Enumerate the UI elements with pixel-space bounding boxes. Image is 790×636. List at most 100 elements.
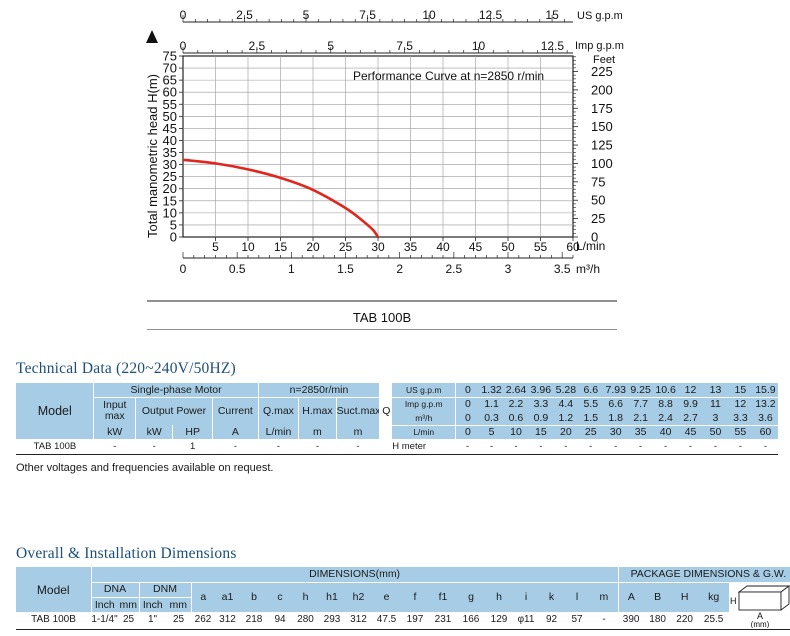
y2-tick-label: 200 xyxy=(591,82,613,97)
box-h-label: H xyxy=(730,596,737,606)
pkg-b: 180 xyxy=(644,612,672,629)
dim-col-f1: f1 xyxy=(429,582,457,612)
output-header: Output Power xyxy=(135,397,213,425)
dna-header: DNA xyxy=(91,582,140,598)
lmin-10: 50 xyxy=(702,425,728,439)
y-axis-arrow-icon xyxy=(146,30,158,43)
m3h-7: 2.1 xyxy=(628,411,654,426)
unit-qmax: L/min xyxy=(258,425,300,439)
technical-data-title: Technical Data (220~240V/50HZ) xyxy=(16,360,236,377)
lmin-4: 20 xyxy=(553,425,579,439)
x-lmin-tick-label: 20 xyxy=(306,240,320,254)
x-usgpm-tick-label: 0 xyxy=(180,8,187,22)
usgpm-6: 7.93 xyxy=(603,383,629,398)
impgpm-6: 6.6 xyxy=(603,397,629,411)
lmin-7: 35 xyxy=(628,425,654,439)
m3h-11: 3.3 xyxy=(727,411,753,426)
usgpm-9: 12 xyxy=(678,383,703,398)
dim-g: 166 xyxy=(457,612,485,629)
dims-model-cell: TAB 100B xyxy=(16,612,91,629)
box-a-label: A xyxy=(757,611,763,621)
usgpm-8: 10.6 xyxy=(653,383,679,398)
usgpm-1: 1.32 xyxy=(479,383,504,398)
x-usgpm-tick-label: 15 xyxy=(545,8,559,22)
y-tick-label: 70 xyxy=(163,61,177,76)
m3h-3: 0.9 xyxy=(528,411,554,426)
m3h-2: 0.6 xyxy=(503,411,529,426)
usgpm-3: 3.96 xyxy=(528,383,554,398)
y2-tick-label: 0 xyxy=(591,230,598,245)
dnm-mm-header: mm xyxy=(166,597,192,612)
lmin-12: 60 xyxy=(752,425,778,439)
dim-col-m: m xyxy=(590,582,619,612)
impgpm-10: 11 xyxy=(702,397,728,411)
dim-a1: 312 xyxy=(215,612,240,629)
q-label: Q xyxy=(379,397,393,425)
series-layer xyxy=(183,158,380,237)
impgpm-9: 9.9 xyxy=(678,397,703,411)
pkg-a: 390 xyxy=(618,612,645,629)
y-tick-label: 75 xyxy=(163,49,177,64)
usgpm-12: 15.9 xyxy=(752,383,778,398)
dims-model-header: Model xyxy=(16,567,92,612)
dim-h: 280 xyxy=(292,612,319,629)
x-lmin-tick-label: 45 xyxy=(469,240,483,254)
dim-m: - xyxy=(590,612,619,629)
head-10: - xyxy=(702,439,728,454)
dnm-mm-cell: 25 xyxy=(166,612,191,629)
impgpm-2: 2.2 xyxy=(503,397,529,411)
tech-model-header: Model xyxy=(16,383,95,439)
x-usgpm-tick-label: 12.5 xyxy=(479,8,503,22)
dim-b: 218 xyxy=(240,612,268,629)
head-11: - xyxy=(727,439,753,454)
unit-suct: m xyxy=(336,425,381,439)
x-impgpm-label: Imp g.p.m xyxy=(575,40,624,52)
box-unit-label: (mm) xyxy=(751,620,770,628)
qmax-cell: - xyxy=(258,439,299,454)
dim-l: 57 xyxy=(564,612,590,629)
qmax-header: Q.max xyxy=(258,397,300,425)
series-line-tab100b xyxy=(183,158,380,237)
output-hp-cell: 1 xyxy=(172,439,213,454)
y2-axis-label: Feet xyxy=(593,54,615,66)
tech-model-cell: TAB 100B xyxy=(16,439,94,454)
y-tick-label: 40 xyxy=(163,133,177,148)
x-impgpm-tick-label: 5 xyxy=(327,39,334,53)
x-m3h-tick-label: 3.5 xyxy=(554,262,571,276)
x-lmin-tick-label: 35 xyxy=(404,240,418,254)
y2-tick-label: 175 xyxy=(591,101,613,116)
hmax-cell: - xyxy=(298,439,337,454)
y-tick-label: 10 xyxy=(163,205,177,220)
suct-header: Suct.max xyxy=(336,397,381,425)
unit-output-kw: kW xyxy=(135,425,174,439)
y-axis-label: Total manometric head H(m) xyxy=(145,74,160,238)
package-header: PACKAGE DIMENSIONS & G.W. xyxy=(618,567,790,583)
head-7: - xyxy=(628,439,654,454)
y2-tick-label: 150 xyxy=(591,119,613,134)
h-meter-label: H meter xyxy=(392,439,456,454)
table-row: TAB 100B - - 1 - - - - H meter - - - - -… xyxy=(16,439,778,454)
y2-tick-label: 50 xyxy=(591,193,605,208)
x-usgpm-tick-label: 2.5 xyxy=(236,8,253,22)
x-m3h-tick-label: 0.5 xyxy=(229,262,246,276)
y-tick-label: 50 xyxy=(163,109,177,124)
chart-title: Performance Curve at n=2850 r/min xyxy=(353,69,544,83)
flow-label-impgpm: Imp g.p.m xyxy=(392,397,457,411)
x-m3h-tick-label: 3 xyxy=(505,262,512,276)
x-m3h-label: m³/h xyxy=(576,262,600,276)
dnm-inch-header: Inch xyxy=(139,597,166,612)
x-lmin-tick-label: 15 xyxy=(274,240,288,254)
head-6: - xyxy=(603,439,629,454)
y2-tick-label: 100 xyxy=(591,156,613,171)
motor-header: Single-phase Motor xyxy=(93,383,259,398)
x-lmin-tick-label: 30 xyxy=(371,240,385,254)
head-2: - xyxy=(503,439,529,454)
usgpm-4: 5.28 xyxy=(553,383,579,398)
head-0: - xyxy=(455,439,480,454)
x-m3h-tick-label: 1.5 xyxy=(337,262,354,276)
impgpm-7: 7.7 xyxy=(628,397,654,411)
dimensions-table: Model DIMENSIONS(mm) PACKAGE DIMENSIONS … xyxy=(16,567,790,630)
dim-col-h2: h2 xyxy=(345,582,372,612)
x-usgpm-tick-label: 7.5 xyxy=(359,8,376,22)
dim-col-c: c xyxy=(268,582,292,612)
